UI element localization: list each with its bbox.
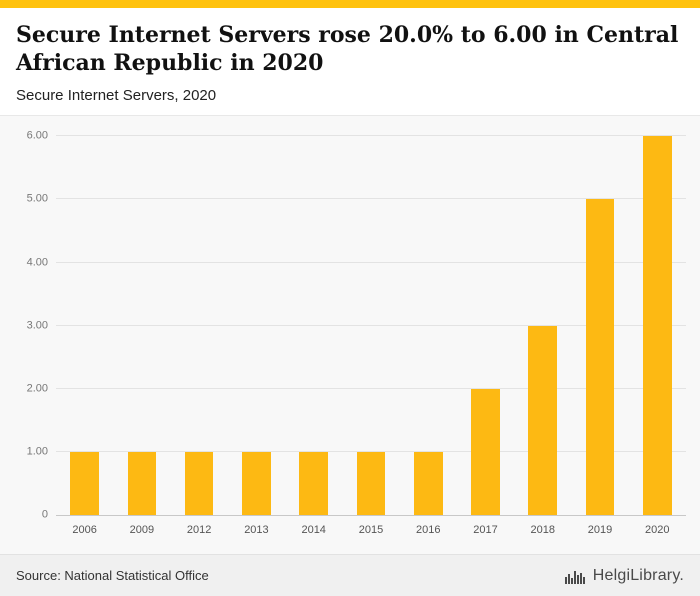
bar-2017: [471, 388, 500, 516]
x-axis-label-2019: 2019: [587, 524, 613, 537]
y-axis-tick-6.00: 6.00: [26, 129, 48, 142]
helgi-logo: HelgiLibrary.: [564, 567, 684, 585]
logo-dot: .: [679, 566, 684, 584]
gridline-5.00: [56, 198, 686, 200]
bar-2015: [356, 452, 386, 516]
x-axis: 2006 2009 2012 2013 2014 2015 2016 2017 2018 2019…: [56, 516, 686, 536]
bar-column-2017: [457, 136, 514, 516]
bar-2014: [299, 452, 328, 516]
chart-area: 0 1.00 2.00 3.00 4.00 5.00 6.00 2006 2009 2012 20…: [0, 116, 700, 554]
bar-2018: [528, 325, 558, 516]
source-text: Source: National Statistical Office: [16, 568, 209, 583]
logo-word: HelgiLibrary: [592, 566, 680, 584]
bar-column-2018: [514, 136, 571, 516]
x-axis-label-2015: 2015: [358, 524, 384, 537]
bar-column-2016: [400, 136, 457, 516]
gridline-3.00: [56, 324, 686, 326]
top-accent-bar: [0, 0, 700, 8]
x-axis-label-2009: 2009: [129, 524, 155, 537]
x-axis-label-2014: 2014: [301, 524, 326, 537]
x-axis-label-2018: 2018: [530, 524, 555, 537]
gridline-2.00: [56, 387, 686, 389]
bar-column-2019: [571, 136, 628, 516]
bar-chart-logo-icon: [564, 570, 585, 584]
x-axis-label-2017: 2017: [473, 524, 498, 537]
bar-column-2014: [285, 136, 342, 516]
gridline-6.00: [56, 135, 686, 137]
bars-container: [56, 136, 686, 516]
y-axis-tick-3.00: 3.00: [26, 319, 48, 332]
x-axis-label-2006: 2006: [72, 524, 97, 537]
bar-2006: [70, 452, 99, 516]
page-title: Secure Internet Servers rose 20.0% to 6.…: [16, 22, 679, 77]
y-axis-tick-2.00: 2.00: [26, 382, 48, 395]
bar-2019: [585, 199, 615, 516]
bar-column-2020: [629, 136, 686, 516]
logo-text: HelgiLibrary.: [593, 567, 684, 585]
x-axis-label-2012: 2012: [186, 524, 212, 537]
y-axis-tick-1.00: 1.00: [26, 445, 48, 458]
bar-2012: [184, 452, 214, 516]
y-axis-tick-5.00: 5.00: [26, 192, 48, 205]
chart-header: Secure Internet Servers rose 20.0% to 6.…: [0, 8, 700, 117]
bar-column-2006: [56, 136, 113, 516]
x-axis-label-2016: 2016: [415, 524, 441, 537]
bar-2016: [413, 452, 443, 516]
bar-2020: [642, 136, 672, 516]
bar-column-2015: [342, 136, 399, 516]
bar-column-2009: [113, 136, 170, 516]
y-axis-tick-0: 0: [41, 508, 48, 521]
x-axis-label-2020: 2020: [645, 524, 670, 537]
plot-area: 0 1.00 2.00 3.00 4.00 5.00 6.00: [27, 130, 686, 520]
chart-subtitle: Secure Internet Servers, 2020: [16, 87, 217, 105]
bar-column-2012: [171, 136, 228, 516]
gridline-4.00: [56, 261, 686, 263]
bar-column-2013: [228, 136, 285, 516]
gridline-1.00: [56, 451, 686, 453]
bar-2013: [242, 452, 271, 516]
footer: Source: National Statistical Office Helg…: [0, 554, 700, 596]
x-axis-label-2013: 2013: [244, 524, 269, 537]
bar-2009: [127, 452, 157, 516]
y-axis-tick-4.00: 4.00: [26, 256, 48, 269]
